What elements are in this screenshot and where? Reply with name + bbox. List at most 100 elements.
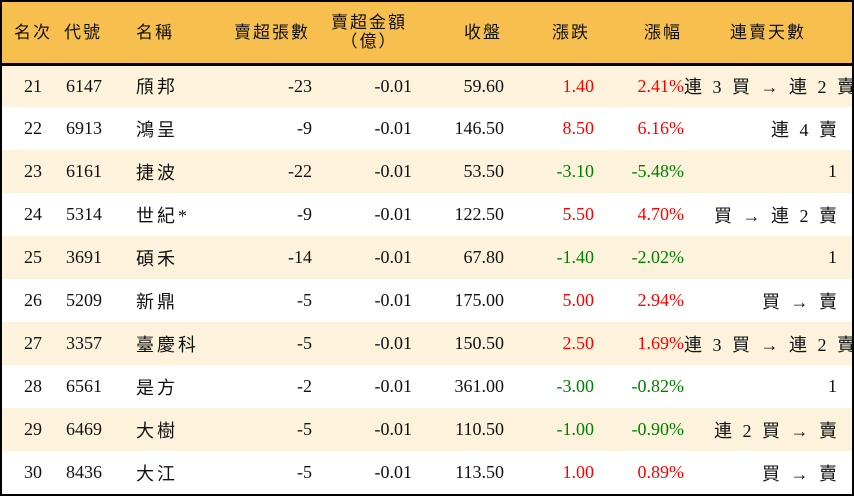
- cell-change-pct: -0.90%: [631, 419, 685, 439]
- cell-name: 世紀*: [136, 205, 190, 226]
- cell-change-pct: 6.16%: [637, 118, 685, 138]
- cell-net-sell-lots: -2: [297, 376, 312, 396]
- cell-net-sell-amount: -0.01: [374, 333, 413, 353]
- cell-streak: 1: [828, 247, 840, 267]
- cell-close: 110.50: [455, 419, 504, 439]
- cell-net-sell-lots: -9: [297, 118, 312, 138]
- cell-streak: 買 → 連 2 賣: [714, 205, 840, 226]
- cell-name: 頎邦: [136, 77, 178, 98]
- cell-rank: 25: [24, 247, 42, 267]
- table-row: 22 6913 鴻呈 -9 -0.01 146.50 8.50 6.16% 連 …: [2, 107, 852, 150]
- cell-net-sell-amount: -0.01: [374, 204, 413, 224]
- header-rank: 名次: [2, 2, 64, 66]
- cell-name: 新鼎: [136, 291, 178, 312]
- cell-change-pct: 0.89%: [637, 462, 685, 482]
- table-row: 28 6561 是方 -2 -0.01 361.00 -3.00 -0.82% …: [2, 365, 852, 408]
- cell-streak: 買 → 賣: [762, 291, 840, 312]
- cell-rank: 28: [24, 376, 42, 396]
- header-name: 名稱: [134, 2, 214, 66]
- cell-change: -1.40: [556, 247, 595, 267]
- cell-name: 鴻呈: [136, 119, 178, 140]
- cell-net-sell-lots: -5: [297, 419, 312, 439]
- cell-code: 8436: [66, 462, 102, 482]
- cell-change: -1.00: [556, 419, 595, 439]
- cell-change: 2.50: [562, 333, 595, 353]
- table-header-row: 名次 代號 名稱 賣超張數 賣超金額 （億） 收盤 漲跌 漲幅 連賣天數: [2, 2, 852, 66]
- cell-net-sell-amount: -0.01: [374, 290, 413, 310]
- cell-change: 5.50: [562, 204, 595, 224]
- header-change-pct: 漲幅: [594, 2, 684, 66]
- cell-close: 113.50: [455, 462, 504, 482]
- cell-net-sell-amount: -0.01: [374, 462, 413, 482]
- header-net-sell-amount-line1: 賣超金額: [331, 13, 407, 33]
- cell-code: 6913: [66, 118, 102, 138]
- cell-code: 3691: [66, 247, 102, 267]
- cell-net-sell-lots: -23: [288, 75, 312, 96]
- cell-streak: 連 3 買 → 連 2 賣: [684, 77, 854, 98]
- cell-change: 1.40: [562, 75, 595, 96]
- cell-net-sell-amount: -0.01: [374, 247, 413, 267]
- cell-rank: 26: [24, 290, 42, 310]
- cell-net-sell-amount: -0.01: [374, 75, 413, 96]
- cell-streak: 1: [828, 161, 840, 181]
- table-row: 25 3691 碩禾 -14 -0.01 67.80 -1.40 -2.02% …: [2, 236, 852, 279]
- cell-name: 是方: [136, 377, 178, 398]
- cell-rank: 22: [24, 118, 42, 138]
- cell-close: 150.50: [454, 333, 505, 353]
- cell-streak: 連 4 賣: [771, 119, 840, 140]
- cell-rank: 21: [24, 75, 42, 96]
- cell-net-sell-amount: -0.01: [374, 161, 413, 181]
- cell-rank: 27: [24, 333, 42, 353]
- header-net-sell-lots: 賣超張數: [214, 2, 312, 66]
- cell-close: 67.80: [463, 247, 505, 267]
- table-row: 30 8436 大江 -5 -0.01 113.50 1.00 0.89% 買 …: [2, 451, 852, 494]
- cell-streak: 1: [828, 376, 840, 396]
- cell-streak: 買 → 賣: [762, 463, 840, 484]
- table-row: 24 5314 世紀* -9 -0.01 122.50 5.50 4.70% 買…: [2, 193, 852, 236]
- cell-close: 175.00: [454, 290, 505, 310]
- cell-net-sell-amount: -0.01: [374, 118, 413, 138]
- table-row: 26 5209 新鼎 -5 -0.01 175.00 5.00 2.94% 買 …: [2, 279, 852, 322]
- cell-net-sell-lots: -22: [288, 161, 312, 181]
- cell-change-pct: 2.94%: [637, 290, 685, 310]
- cell-name: 大江: [136, 463, 178, 484]
- cell-change-pct: -0.82%: [631, 376, 685, 396]
- cell-net-sell-amount: -0.01: [374, 376, 413, 396]
- cell-code: 5314: [66, 204, 102, 224]
- cell-change: 5.00: [562, 290, 595, 310]
- cell-change-pct: 2.41%: [637, 75, 685, 96]
- table-row: 21 6147 頎邦 -23 -0.01 59.60 1.40 2.41% 連 …: [2, 64, 854, 107]
- cell-net-sell-lots: -5: [297, 333, 312, 353]
- cell-code: 6469: [66, 419, 102, 439]
- cell-close: 59.60: [463, 75, 505, 96]
- cell-code: 6161: [66, 161, 102, 181]
- cell-change: -3.00: [556, 376, 595, 396]
- table-row: 29 6469 大樹 -5 -0.01 110.50 -1.00 -0.90% …: [2, 408, 852, 451]
- header-close: 收盤: [412, 2, 504, 66]
- cell-net-sell-lots: -5: [297, 290, 312, 310]
- cell-net-sell-lots: -5: [297, 462, 312, 482]
- cell-name: 捷波: [136, 162, 178, 183]
- cell-change-pct: -5.48%: [631, 161, 685, 181]
- cell-net-sell-lots: -14: [288, 247, 312, 267]
- header-net-sell-amount-line2: （億）: [340, 32, 398, 52]
- cell-close: 53.50: [463, 161, 505, 181]
- cell-change: 1.00: [562, 462, 595, 482]
- header-net-sell-amount: 賣超金額 （億）: [312, 2, 412, 66]
- cell-change: -3.10: [556, 161, 595, 181]
- cell-streak: 連 3 買 → 連 2 賣: [684, 334, 854, 355]
- cell-code: 6147: [66, 75, 102, 96]
- cell-rank: 30: [24, 462, 42, 482]
- cell-name: 臺慶科: [136, 334, 199, 355]
- table-row: 23 6161 捷波 -22 -0.01 53.50 -3.10 -5.48% …: [2, 150, 852, 193]
- header-streak-days: 連賣天數: [684, 2, 852, 66]
- header-code: 代號: [64, 2, 134, 66]
- header-change: 漲跌: [504, 2, 594, 66]
- cell-change-pct: 1.69%: [637, 333, 685, 353]
- cell-close: 122.50: [454, 204, 505, 224]
- cell-net-sell-amount: -0.01: [374, 419, 413, 439]
- cell-rank: 29: [24, 419, 42, 439]
- cell-rank: 23: [24, 161, 42, 181]
